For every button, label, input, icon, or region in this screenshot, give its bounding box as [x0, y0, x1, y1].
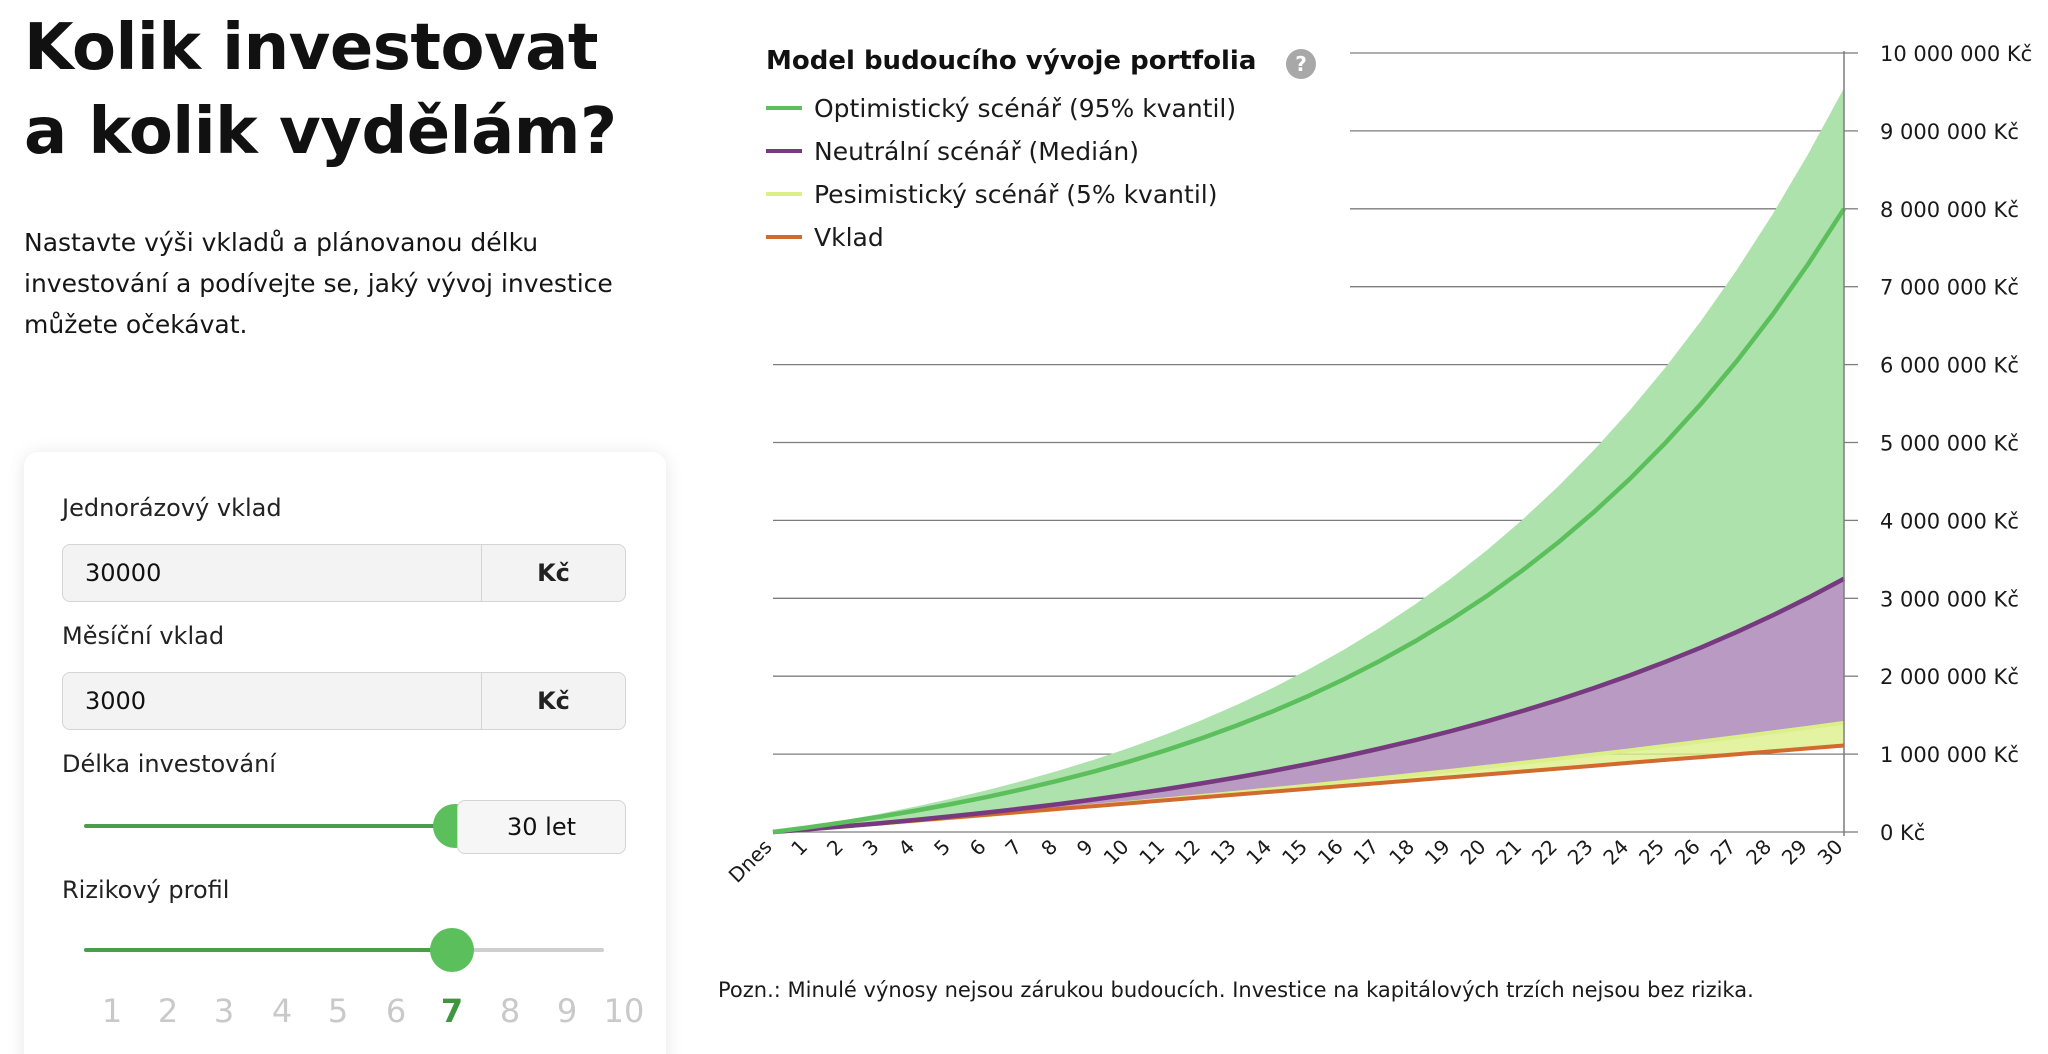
- x-tick-label: 20: [1456, 835, 1491, 870]
- risk-level-4[interactable]: 4: [271, 992, 293, 1030]
- x-tick-label: 7: [1000, 835, 1026, 861]
- x-tick-label: 23: [1563, 835, 1598, 870]
- monthly-unit: Kč: [481, 673, 625, 729]
- duration-value[interactable]: 30 let: [457, 800, 626, 854]
- duration-label: Délka investování: [62, 750, 276, 778]
- risk-level-2[interactable]: 2: [157, 992, 179, 1030]
- x-tick-label: 10: [1099, 835, 1134, 870]
- risk-level-3[interactable]: 3: [213, 992, 235, 1030]
- risk-level-8[interactable]: 8: [499, 992, 521, 1030]
- lump-sum-label: Jednorázový vklad: [62, 494, 282, 522]
- x-tick-label: 24: [1598, 835, 1633, 870]
- legend-swatch-pessimistic: [766, 192, 802, 196]
- risk-label: Rizikový profil: [62, 876, 230, 904]
- disclaimer-note: Pozn.: Minulé výnosy nejsou zárukou budo…: [718, 978, 1754, 1002]
- x-tick-label: 14: [1241, 835, 1276, 870]
- legend-label-neutral: Neutrální scénář (Medián): [814, 136, 1139, 166]
- calculator-card: Jednorázový vklad 30000 Kč Měsíční vklad…: [24, 452, 666, 1054]
- y-tick-label: 4 000 000 Kč: [1880, 509, 2019, 533]
- lump-sum-unit: Kč: [481, 545, 625, 601]
- x-tick-label: 28: [1741, 835, 1776, 870]
- risk-slider-thumb[interactable]: [430, 928, 474, 972]
- x-tick-label: 30: [1813, 835, 1848, 870]
- x-tick-label: 2: [822, 835, 848, 861]
- x-tick-label: 21: [1491, 835, 1526, 870]
- monthly-field: 3000 Kč: [62, 672, 626, 730]
- x-tick-label: 6: [965, 835, 991, 861]
- x-tick-label: 12: [1170, 835, 1205, 870]
- risk-slider-fill: [84, 948, 452, 952]
- legend-label-deposit: Vklad: [814, 222, 884, 252]
- x-tick-label: 22: [1527, 835, 1562, 870]
- risk-level-5[interactable]: 5: [327, 992, 349, 1030]
- y-tick-label: 9 000 000 Kč: [1880, 120, 2019, 144]
- legend-swatch-neutral: [766, 149, 802, 153]
- x-tick-label: 13: [1206, 835, 1241, 870]
- x-tick-label: 29: [1777, 835, 1812, 870]
- y-tick-label: 6 000 000 Kč: [1880, 354, 2019, 378]
- intro-text: Nastavte výši vkladů a plánovanou délku …: [24, 228, 613, 339]
- risk-level-7[interactable]: 7: [440, 992, 464, 1030]
- risk-level-1[interactable]: 1: [101, 992, 123, 1030]
- y-tick-label: 1 000 000 Kč: [1880, 743, 2019, 767]
- series-optimistic-line: [772, 207, 1846, 835]
- risk-level-scale: 1 2 3 4 5 6 7 8 9 10: [62, 992, 645, 1032]
- y-tick-label: 8 000 000 Kč: [1880, 198, 2019, 222]
- x-tick-label: 19: [1420, 835, 1455, 870]
- legend-item-optimistic: Optimistický scénář (95% kvantil): [766, 93, 1236, 123]
- x-tick-label: 3: [858, 835, 884, 861]
- chart-title: Model budoucího vývoje portfolia: [766, 46, 1257, 76]
- x-tick-label: 27: [1705, 835, 1740, 870]
- series-neutral-line: [772, 576, 1846, 835]
- band-neutral: [773, 578, 1844, 832]
- x-tick-label: Dnes: [724, 835, 777, 888]
- y-tick-label: 10 000 000 Kč: [1880, 42, 2032, 66]
- legend-item-pessimistic: Pesimistický scénář (5% kvantil): [766, 179, 1217, 209]
- x-tick-label: 26: [1670, 835, 1705, 870]
- x-tick-label: 25: [1634, 835, 1669, 870]
- x-tick-label: 16: [1313, 835, 1348, 870]
- duration-slider-track[interactable]: [84, 824, 456, 828]
- y-tick-label: 0 Kč: [1880, 821, 1925, 845]
- monthly-input[interactable]: 3000: [85, 687, 147, 715]
- x-tick-label: 17: [1348, 835, 1383, 870]
- legend-item-neutral: Neutrální scénář (Medián): [766, 136, 1139, 166]
- lump-sum-input[interactable]: 30000: [85, 559, 162, 587]
- risk-level-9[interactable]: 9: [556, 992, 578, 1030]
- x-tick-label: 11: [1134, 835, 1169, 870]
- help-icon[interactable]: ?: [1286, 49, 1316, 79]
- x-tick-label: 15: [1277, 835, 1312, 870]
- y-tick-label: 2 000 000 Kč: [1880, 665, 2019, 689]
- y-tick-label: 7 000 000 Kč: [1880, 276, 2019, 300]
- x-tick-label: 5: [929, 835, 955, 861]
- page-title: Kolik investovat a kolik vydělám?: [24, 6, 704, 174]
- x-tick-label: 8: [1036, 835, 1062, 861]
- legend-label-optimistic: Optimistický scénář (95% kvantil): [814, 93, 1237, 123]
- y-tick-label: 5 000 000 Kč: [1880, 432, 2019, 456]
- x-tick-label: 4: [893, 835, 919, 861]
- x-tick-label: 18: [1384, 835, 1419, 870]
- page-title-line1: Kolik investovat: [24, 11, 598, 85]
- legend-swatch-optimistic: [766, 106, 802, 110]
- risk-level-6[interactable]: 6: [385, 992, 407, 1030]
- monthly-label: Měsíční vklad: [62, 622, 225, 650]
- band-optimistic: [773, 88, 1844, 833]
- lump-sum-field: 30000 Kč: [62, 544, 626, 602]
- y-tick-label: 3 000 000 Kč: [1880, 587, 2019, 611]
- legend-item-deposit: Vklad: [766, 222, 884, 252]
- legend-swatch-deposit: [766, 235, 802, 239]
- page-title-line2: a kolik vydělám?: [24, 95, 617, 169]
- x-tick-label: 9: [1072, 835, 1098, 861]
- x-tick-label: 1: [786, 835, 812, 861]
- risk-level-10[interactable]: 10: [603, 992, 645, 1030]
- legend-label-pessimistic: Pesimistický scénář (5% kvantil): [814, 179, 1218, 209]
